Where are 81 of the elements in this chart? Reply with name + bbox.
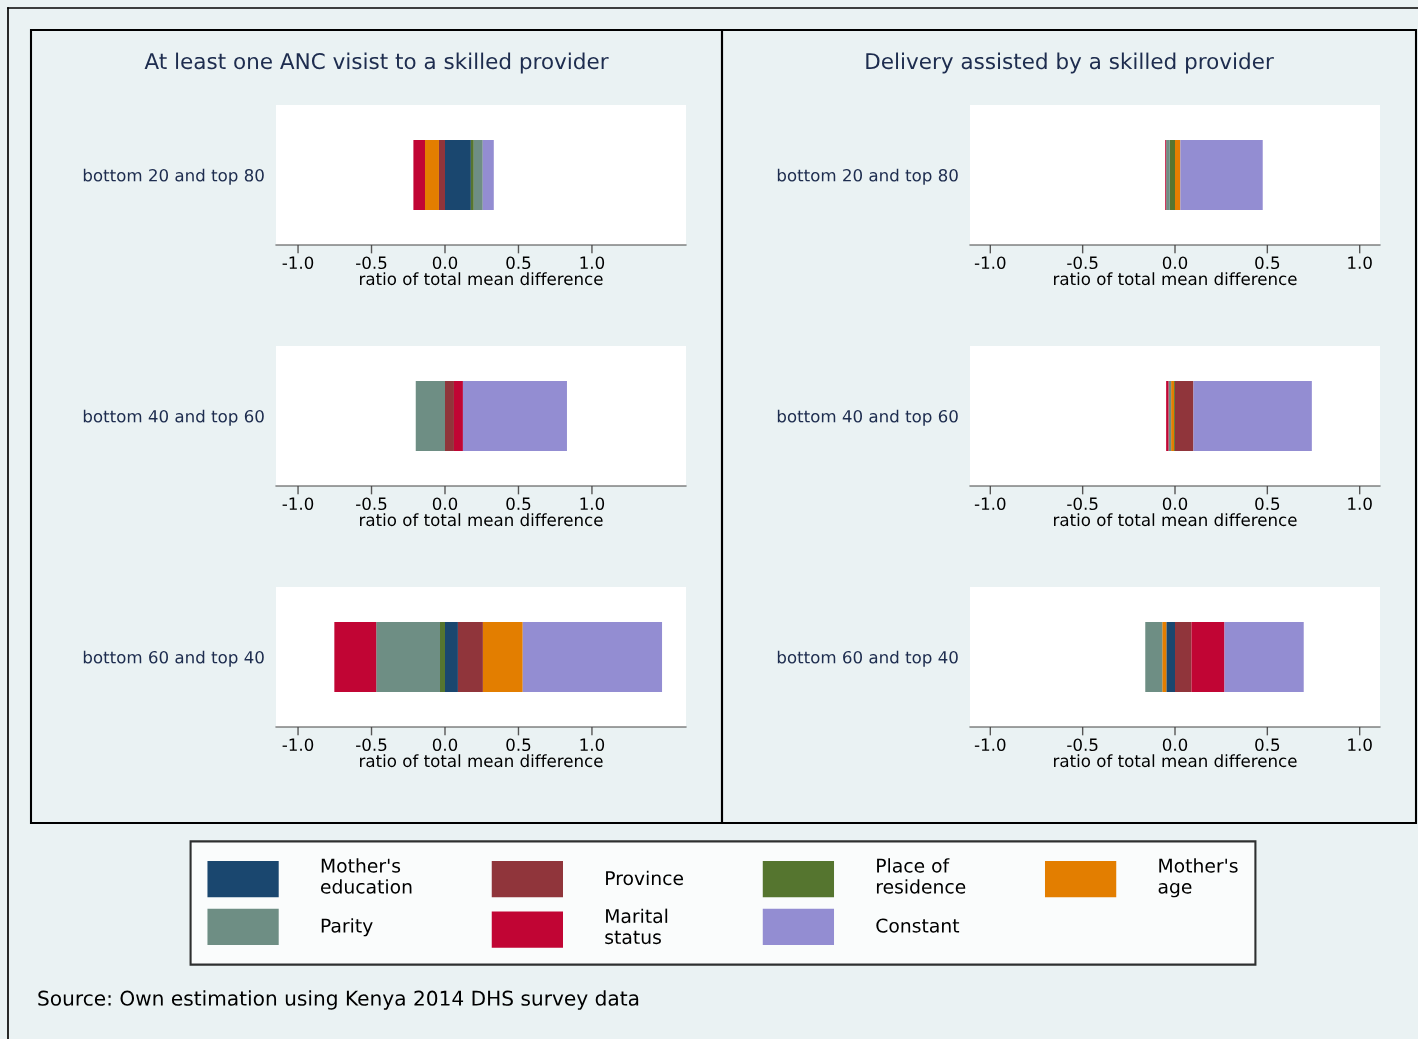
chart-title: At least one ANC visist to a skilled provider [144,52,609,74]
chart-title: Delivery assisted by a skilled provider [866,52,1274,74]
x-tick-label: 0.5 [506,738,531,752]
x-tick-label: 1.0 [580,738,605,752]
legend-label: Parity [321,918,373,937]
bar [334,622,377,692]
bar [1166,622,1175,692]
y-tick-label: bottom 60 and top 40 [777,650,958,667]
bar [413,140,426,210]
bar [473,140,483,210]
y-tick-label: bottom 20 and top 80 [777,168,958,185]
x-tick-label: 1.0 [1348,256,1372,270]
bar [457,622,483,692]
bar [376,622,440,692]
x-tick-label: -1.0 [974,256,1006,270]
legend-label: Marital status [605,908,668,945]
x-tick-label: 1.0 [580,256,605,270]
x-tick-label: -1.0 [974,738,1006,752]
bar [482,140,494,210]
bar [1193,381,1312,451]
bar [438,140,445,210]
legend-label: Province [606,870,684,886]
y-tick-label: bottom 20 and top 80 [83,168,264,185]
x-axis-title: ratio of total mean difference [1054,513,1297,527]
x-tick-label: 0.0 [1162,738,1188,752]
y-tick-label: bottom 60 and top 40 [83,650,264,667]
bar [482,622,523,692]
x-tick-label: 0.0 [1162,256,1188,270]
y-tick-label: bottom 40 and top 60 [83,409,264,426]
bar [462,381,567,451]
bar [425,140,439,210]
bar [1175,140,1181,210]
bar [1169,140,1175,210]
x-tick-label: 0.5 [506,497,531,511]
legend-label: Mother's age [1158,858,1238,898]
bar [453,381,463,451]
x-tick-label: 0.5 [1255,738,1280,752]
legend-label: Place of residence [876,858,966,894]
x-tick-label: -1.0 [974,497,1006,511]
bar [445,140,471,210]
x-tick-label: 0.0 [432,497,458,511]
x-axis-title: ratio of total mean difference [1054,272,1297,286]
bar [1191,622,1225,692]
bar [1162,622,1167,692]
bar [445,381,454,451]
x-tick-label: 0.0 [1162,497,1188,511]
source-note: Source: Own estimation using Kenya 2014 DHS survey data [38,990,639,1010]
x-tick-label: -0.5 [356,738,387,752]
x-tick-label: 1.0 [1348,497,1372,511]
bar [1224,622,1304,692]
x-axis-title: ratio of total mean difference [360,272,603,286]
x-tick-label: -1.0 [282,256,314,270]
x-tick-label: -0.5 [1067,497,1098,511]
x-axis-title: ratio of total mean difference [360,754,603,768]
bar [445,622,458,692]
x-tick-label: 0.5 [1255,256,1280,270]
x-tick-label: -1.0 [282,497,314,511]
bar [470,140,474,210]
x-tick-label: -0.5 [1067,256,1098,270]
bar [1145,622,1163,692]
y-tick-label: bottom 40 and top 60 [777,409,958,426]
bar [1175,381,1194,451]
x-tick-label: 0.0 [432,738,458,752]
bar [1175,622,1192,692]
x-tick-label: 1.0 [1348,738,1372,752]
x-tick-label: -0.5 [1067,738,1098,752]
x-tick-label: 0.5 [506,256,531,270]
x-tick-label: 0.0 [432,256,458,270]
x-tick-label: -0.5 [356,256,387,270]
x-tick-label: -1.0 [282,738,314,752]
bar [415,381,445,451]
x-tick-label: -0.5 [356,497,387,511]
x-axis-title: ratio of total mean difference [360,513,603,527]
bar [1180,140,1263,210]
x-axis-title: ratio of total mean difference [1054,754,1297,768]
x-tick-label: 0.5 [1255,497,1280,511]
bar [522,622,663,692]
bar [440,622,445,692]
legend-label: Constant [876,918,960,933]
legend-label: Mother's education [320,858,412,894]
x-tick-label: 1.0 [580,497,605,511]
